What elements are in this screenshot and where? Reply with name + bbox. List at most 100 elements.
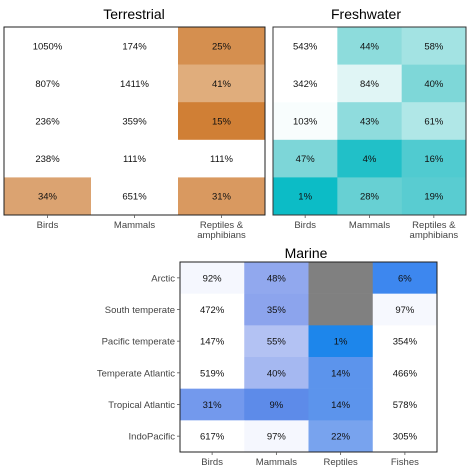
terrestrial-cell-label: 1411% <box>120 79 149 90</box>
marine-y-tick-label: Pacific temperate <box>102 337 175 348</box>
freshwater-x-tick-label: Birds <box>294 220 316 231</box>
freshwater-cell-label: 44% <box>360 41 380 52</box>
freshwater-cell <box>273 177 338 216</box>
terrestrial-title: Terrestrial <box>103 6 164 22</box>
terrestrial-x-tick-label: Reptiles & <box>200 220 244 231</box>
terrestrial-cell <box>4 139 92 178</box>
marine-cell-label: 6% <box>398 273 412 284</box>
freshwater-cell-label: 47% <box>296 154 316 165</box>
terrestrial-cell <box>91 139 179 178</box>
marine-cell <box>308 388 374 421</box>
freshwater-cell <box>337 27 402 65</box>
terrestrial-cell-label: 651% <box>122 192 147 203</box>
marine-y-tick-label: IndoPacific <box>129 432 176 443</box>
freshwater-cell <box>337 64 402 103</box>
marine-cell-label: 40% <box>267 368 287 379</box>
marine-cell <box>180 293 245 326</box>
marine-cell-label: 9% <box>270 400 284 411</box>
marine-cell-label: 31% <box>203 400 223 411</box>
marine-cell <box>372 293 438 326</box>
terrestrial-cell <box>178 64 266 103</box>
terrestrial-cell <box>178 102 266 141</box>
marine-cell <box>372 325 438 358</box>
terrestrial-cell <box>4 177 92 216</box>
marine-cell-label: 617% <box>200 432 225 443</box>
marine-cell-label: 22% <box>331 432 351 443</box>
marine-cell <box>308 262 374 294</box>
marine-cell <box>244 262 309 294</box>
freshwater-title: Freshwater <box>331 6 401 22</box>
freshwater-cell-label: 543% <box>293 41 318 52</box>
freshwater-cell <box>401 102 467 141</box>
freshwater-cell <box>273 139 338 178</box>
marine-cell-label: 35% <box>267 305 287 316</box>
terrestrial-cell <box>91 27 179 65</box>
marine-cell <box>244 293 309 326</box>
freshwater-cell-label: 40% <box>424 79 444 90</box>
freshwater-cell <box>273 102 338 141</box>
freshwater-cell <box>273 64 338 103</box>
terrestrial-cell <box>178 177 266 216</box>
marine-cell <box>180 388 245 421</box>
terrestrial-cell <box>178 27 266 65</box>
terrestrial-cell-label: 34% <box>38 192 58 203</box>
marine-cell-label: 519% <box>200 368 225 379</box>
terrestrial-cell-label: 25% <box>212 41 232 52</box>
marine-y-tick-label: Arctic <box>151 273 175 284</box>
marine-y-tick-label: Tropical Atlantic <box>108 400 175 411</box>
freshwater-cell-label: 28% <box>360 192 380 203</box>
marine-y-tick-label: Temperate Atlantic <box>97 368 175 379</box>
terrestrial-x-tick-label: Mammals <box>114 220 155 231</box>
freshwater-cell <box>337 139 402 178</box>
freshwater-cell <box>337 102 402 141</box>
marine-title: Marine <box>285 245 328 261</box>
marine-x-tick-label: Fishes <box>391 457 419 468</box>
terrestrial-cell <box>91 64 179 103</box>
freshwater-x-tick-label: Reptiles & <box>412 220 456 231</box>
marine-cell <box>372 262 438 294</box>
marine-cell <box>308 357 374 389</box>
freshwater-cell-label: 19% <box>424 192 444 203</box>
marine-cell-label: 305% <box>393 432 418 443</box>
terrestrial-heatmap: 1050% 174% 25% 807% 1411% 41% 236% 359% 15% 238% 1… <box>3 26 266 241</box>
freshwater-cell <box>273 27 338 65</box>
terrestrial-cell <box>178 139 266 178</box>
freshwater-cell-label: 342% <box>293 79 318 90</box>
freshwater-heatmap: 543% 44% 58% 342% 84% 40% 103% 43% 61% 47% 4% 16% 1%… <box>272 26 467 241</box>
terrestrial-cell-label: 236% <box>35 117 60 128</box>
terrestrial-cell-label: 359% <box>122 117 147 128</box>
marine-cell <box>308 420 374 453</box>
terrestrial-cell <box>4 102 92 141</box>
freshwater-cell-label: 84% <box>360 79 380 90</box>
marine-y-tick-label: South temperate <box>105 305 175 316</box>
marine-cell-label: 55% <box>267 337 287 348</box>
marine-cell-label: 92% <box>203 273 223 284</box>
marine-x-tick-label: Reptiles <box>323 457 358 468</box>
terrestrial-cell-label: 31% <box>212 192 232 203</box>
marine-x-tick-label: Birds <box>201 457 223 468</box>
terrestrial-cell-label: 111% <box>210 154 233 165</box>
freshwater-cell-label: 1% <box>298 192 312 203</box>
marine-x-tick-label: Mammals <box>256 457 297 468</box>
marine-cell-label: 97% <box>267 432 287 443</box>
marine-cell <box>308 293 374 326</box>
marine-cell-label: 472% <box>200 305 225 316</box>
marine-cell-label: 1% <box>334 337 348 348</box>
marine-cell <box>244 388 309 421</box>
terrestrial-cell <box>4 27 92 65</box>
marine-cell <box>180 420 245 453</box>
freshwater-cell <box>401 139 467 178</box>
marine-cell-label: 97% <box>395 305 415 316</box>
freshwater-cell-label: 4% <box>363 154 377 165</box>
marine-cell <box>372 357 438 389</box>
marine-heatmap: 92% 48% 6% 472% 35% 97% 147% 55% 1% 354% 519% 40% 14… <box>97 261 438 468</box>
freshwater-cell <box>401 27 467 65</box>
terrestrial-cell-label: 15% <box>212 117 232 128</box>
terrestrial-cell-label: 111% <box>123 154 146 165</box>
terrestrial-x-tick-label: amphibians <box>197 230 246 241</box>
freshwater-cell-label: 58% <box>424 41 444 52</box>
marine-cell <box>372 388 438 421</box>
marine-cell-label: 14% <box>331 368 351 379</box>
marine-cell-label: 466% <box>393 368 418 379</box>
freshwater-cell <box>401 177 467 216</box>
